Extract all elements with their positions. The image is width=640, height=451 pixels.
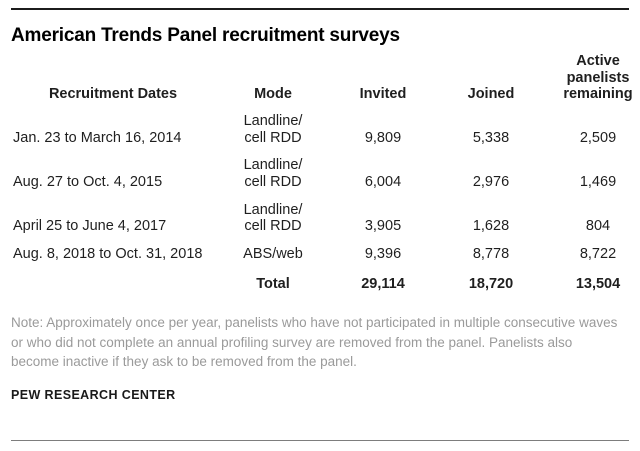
header-invited: Invited (359, 86, 407, 103)
recruitment-surveys-table: Recruitment Dates Mode Invited Joined Ac… (11, 51, 640, 298)
pew-research-center-label: PEW RESEARCH CENTER (11, 387, 176, 402)
header-mode: Mode (254, 86, 292, 103)
cell-mode: Landline/ cell RDD (243, 201, 303, 235)
header-joined: Joined (467, 86, 515, 103)
top-rule (11, 8, 629, 10)
total-active: 13,504 (575, 275, 621, 292)
cell-invited: 6,004 (364, 174, 402, 191)
total-label: Total (256, 275, 290, 292)
header-recruitment-dates: Recruitment Dates (48, 86, 178, 103)
total-row: Total 29,114 18,720 13,504 (11, 269, 640, 299)
cell-dates: Aug. 27 to Oct. 4, 2015 (13, 174, 163, 191)
cell-active: 2,509 (579, 129, 617, 146)
table-row: April 25 to June 4, 2017 Landline/ cell … (11, 197, 640, 241)
footnote: Note: Approximately once per year, panel… (11, 315, 618, 369)
bottom-rule (11, 440, 629, 441)
cell-joined: 5,338 (472, 129, 510, 146)
cell-invited: 9,809 (364, 129, 402, 146)
cell-mode: Landline/ cell RDD (243, 157, 303, 191)
header-row: Recruitment Dates Mode Invited Joined Ac… (11, 51, 640, 108)
table-body: Jan. 23 to March 16, 2014 Landline/ cell… (11, 108, 640, 298)
total-joined: 18,720 (468, 275, 514, 292)
cell-dates: April 25 to June 4, 2017 (13, 218, 167, 235)
cell-dates: Aug. 8, 2018 to Oct. 31, 2018 (13, 246, 203, 263)
cell-joined: 8,778 (472, 246, 510, 263)
page-title: American Trends Panel recruitment survey… (11, 25, 400, 46)
table-row: Aug. 27 to Oct. 4, 2015 Landline/ cell R… (11, 152, 640, 196)
cell-invited: 3,905 (364, 218, 402, 235)
table-row: Jan. 23 to March 16, 2014 Landline/ cell… (11, 108, 640, 152)
cell-invited: 9,396 (364, 246, 402, 263)
cell-active: 1,469 (579, 174, 617, 191)
table-header: Recruitment Dates Mode Invited Joined Ac… (11, 51, 640, 108)
cell-active: 804 (585, 218, 611, 235)
cell-active: 8,722 (579, 246, 617, 263)
cell-mode: Landline/ cell RDD (243, 113, 303, 146)
cell-joined: 1,628 (472, 218, 510, 235)
total-invited: 29,114 (361, 275, 405, 292)
cell-mode: ABS/web (243, 246, 303, 263)
table-row: Aug. 8, 2018 to Oct. 31, 2018 ABS/web 9,… (11, 241, 640, 269)
cell-dates: Jan. 23 to March 16, 2014 (13, 129, 182, 146)
cell-empty (11, 269, 215, 299)
header-active-panelists: Active panelists remaining (547, 51, 640, 108)
header-active-panelists-label: Active panelists remaining (563, 53, 633, 103)
cell-joined: 2,976 (472, 174, 510, 191)
